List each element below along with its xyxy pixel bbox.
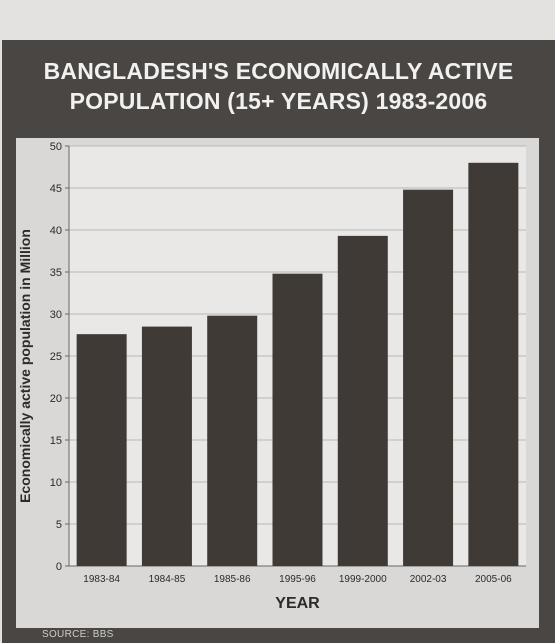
x-tick-label: 1983-84 [83,574,120,585]
y-tick-label: 0 [56,561,62,573]
chart-title-line-2: POPULATION (15+ YEARS) 1983-2006 [69,88,488,114]
y-tick-label: 35 [50,267,62,279]
x-tick-label: 1995-96 [279,574,316,585]
source-note: SOURCE: BBS [42,629,114,640]
y-tick-label: 25 [50,351,62,363]
x-tick-label: 2005-06 [475,574,512,585]
bar [272,273,323,566]
y-tick-label: 45 [50,183,62,195]
y-tick-label: 30 [50,309,62,321]
chart-panel: 0 5 10 15 20 25 30 35 40 45 50 1983-84 1984-85 1985-8… [16,138,539,628]
y-tick-label: 5 [56,519,62,531]
x-tick-label: 1985-86 [214,574,251,585]
y-tick-label: 40 [50,225,62,237]
y-tick-label: 15 [50,435,62,447]
chart-title: BANGLADESH'S ECONOMICALLY ACTIVE POPULAT… [2,56,555,116]
x-tick-label: 2002-03 [410,574,447,585]
bar [468,162,519,567]
x-tick-label: 1984-85 [149,574,186,585]
y-tick-label: 10 [50,477,62,489]
bar [337,235,388,566]
x-tick-label: 1999-2000 [339,574,387,585]
y-tick-label: 50 [50,141,62,153]
x-axis-title: YEAR [275,595,320,612]
bar [141,326,192,566]
bar-chart: 0 5 10 15 20 25 30 35 40 45 50 1983-84 1984-85 1985-8… [17,141,526,612]
y-tick-label: 20 [50,393,62,405]
bar [403,189,454,566]
chart-card: BANGLADESH'S ECONOMICALLY ACTIVE POPULAT… [2,40,555,643]
y-axis-title: Economically active population in Millio… [17,229,33,503]
bar [207,315,258,566]
bar [76,334,127,566]
chart-title-line-1: BANGLADESH'S ECONOMICALLY ACTIVE [43,58,514,84]
